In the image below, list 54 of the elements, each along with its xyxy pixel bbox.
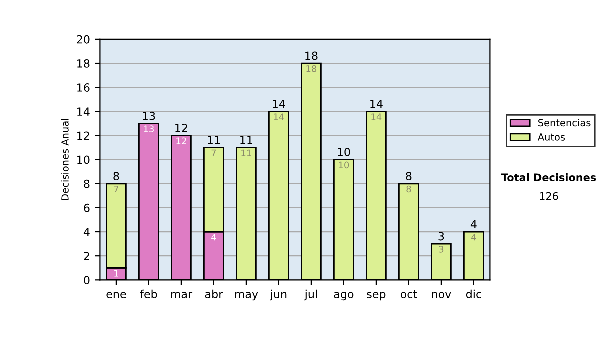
data-label: 7 <box>212 150 216 156</box>
data-label: 14 <box>274 114 284 120</box>
legend-label: Sentencias <box>538 119 591 127</box>
x-tick-label: mar <box>171 292 193 298</box>
data-label: 4 <box>472 234 476 241</box>
total-label: 14 <box>370 100 383 108</box>
x-tick-label: feb <box>140 290 158 298</box>
x-tick-label: nov <box>432 292 452 298</box>
x-tick-label: ago <box>334 292 354 301</box>
total-label: 3 <box>438 232 444 241</box>
text: Total Decisiones <box>501 173 596 182</box>
x-tick-label: dic <box>466 290 482 298</box>
data-label: 3 <box>439 246 444 253</box>
data-label: 4 <box>212 234 216 241</box>
y-tick-label: 18 <box>78 59 90 68</box>
y-axis-title: Decisiones Anual <box>61 119 69 200</box>
y-tick-label: 14 <box>78 108 90 116</box>
legend-label: Autos <box>538 134 566 141</box>
y-tick-label: 0 <box>84 276 90 285</box>
y-tick-label: 12 <box>78 132 90 140</box>
total-label: 18 <box>306 52 318 60</box>
x-tick-label: abr <box>205 290 224 298</box>
y-tick-label: 16 <box>78 84 90 92</box>
y-tick-label: 6 <box>84 204 90 212</box>
data-label: 18 <box>306 65 317 72</box>
y-tick-label: 2 <box>84 252 90 260</box>
total-label: 4 <box>470 220 477 228</box>
x-tick-label: may <box>235 292 258 301</box>
y-tick-label: 4 <box>84 228 90 236</box>
total-label: 8 <box>114 172 120 181</box>
data-label: 14 <box>372 114 382 120</box>
y-tick-label: 10 <box>78 156 90 164</box>
x-tick-label: oct <box>400 290 418 298</box>
data-label: 13 <box>144 126 154 132</box>
total-label: 13 <box>143 112 156 120</box>
data-label: 1 <box>114 270 118 277</box>
total-label: 11 <box>240 136 252 144</box>
total-label: 11 <box>208 136 220 144</box>
x-tick-label: sep <box>367 292 386 301</box>
data-label: 7 <box>114 186 119 193</box>
data-label: 10 <box>339 162 350 169</box>
total-label: 8 <box>406 172 412 181</box>
data-label: 12 <box>176 138 186 144</box>
y-tick-label: 8 <box>84 180 90 188</box>
y-tick-label: 20 <box>77 35 90 44</box>
data-label: 11 <box>242 150 252 156</box>
text: 126 <box>540 192 558 200</box>
data-label: 8 <box>406 186 412 193</box>
x-tick-label: jun <box>270 290 287 301</box>
x-tick-label: ene <box>106 292 126 298</box>
total-label: 12 <box>176 124 188 132</box>
x-tick-label: jul <box>304 290 318 301</box>
total-label: 10 <box>338 148 350 156</box>
total-label: 14 <box>273 100 286 108</box>
